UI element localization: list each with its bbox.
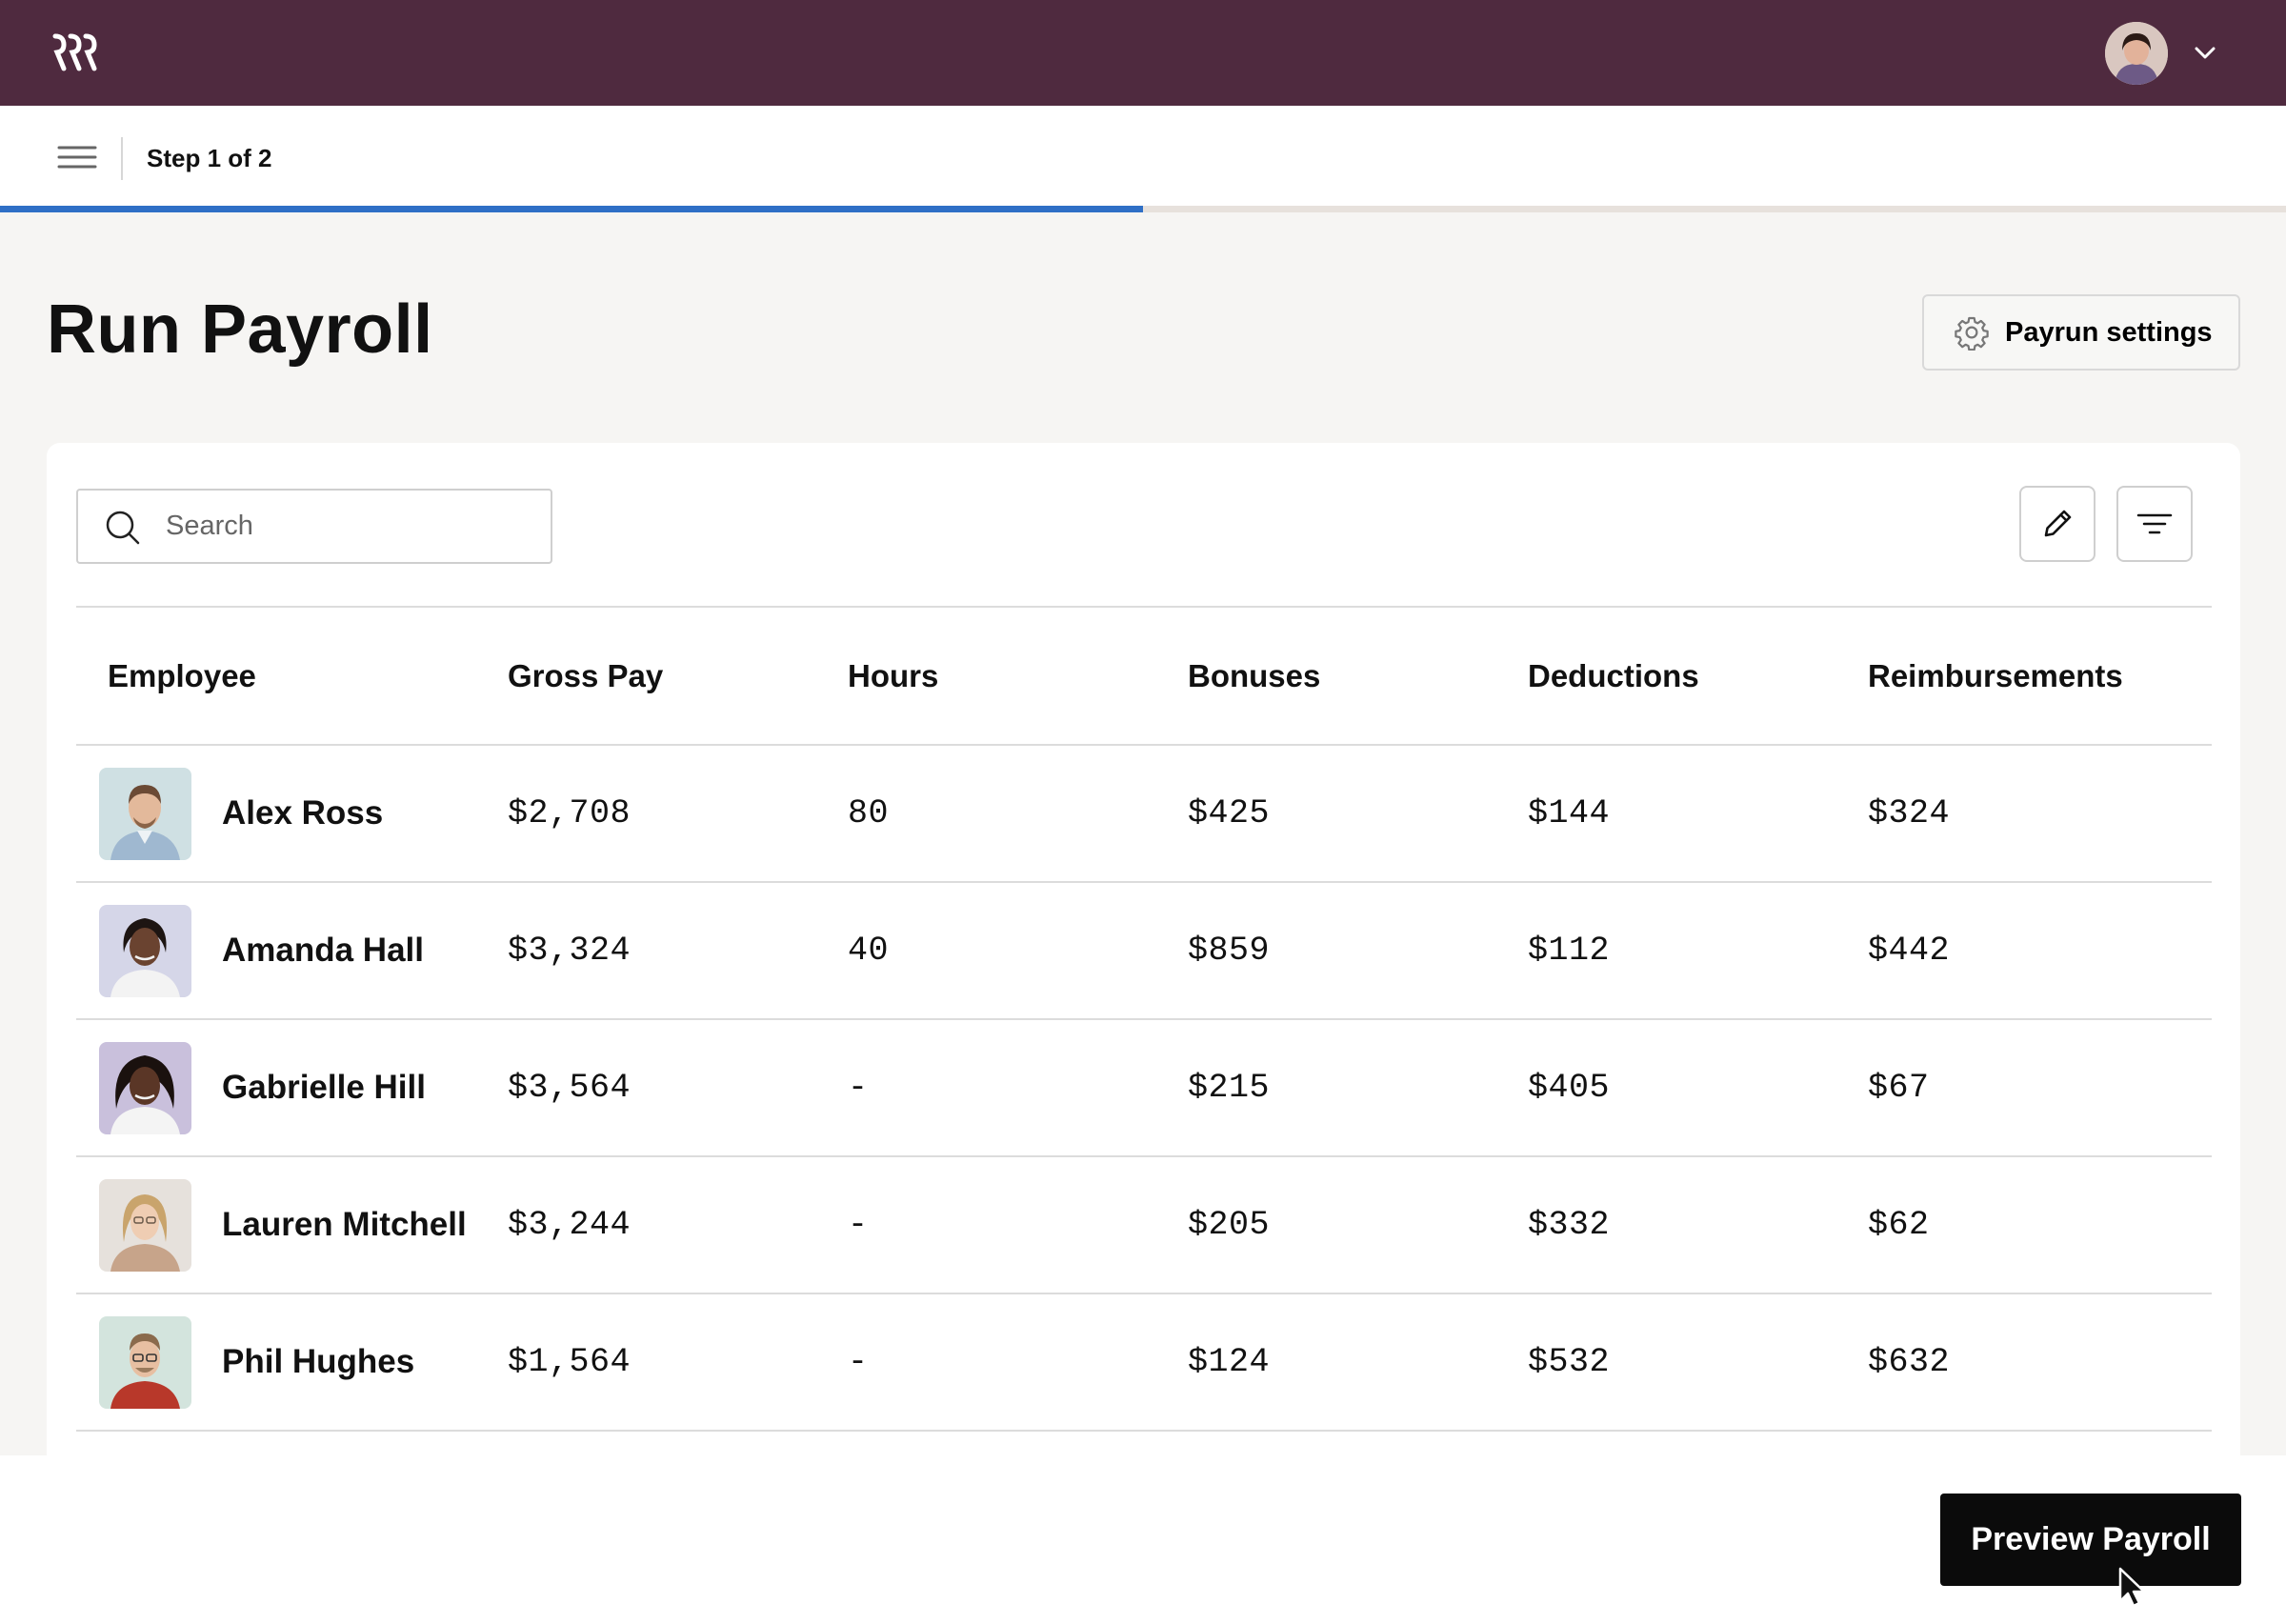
table-row[interactable]: Amanda Hall $3,324 40 $859 $112 $442 xyxy=(76,882,2212,1019)
deductions-cell: $332 xyxy=(1528,1206,1611,1244)
column-header-deductions[interactable]: Deductions xyxy=(1528,657,1699,693)
progress-bar-fill xyxy=(0,206,1143,212)
gross-pay-cell: $3,324 xyxy=(508,932,632,970)
payroll-card: Employee Gross Pay Hours Bonuses Deducti… xyxy=(47,443,2240,1624)
footer-bar: Preview Payroll xyxy=(0,1455,2286,1624)
gross-pay-cell: $1,564 xyxy=(508,1343,632,1381)
gross-pay-cell: $2,708 xyxy=(508,794,632,832)
deductions-cell: $405 xyxy=(1528,1069,1611,1107)
table-row[interactable]: Gabrielle Hill $3,564 - $215 $405 $67 xyxy=(76,1019,2212,1156)
hours-cell: 40 xyxy=(848,932,890,970)
column-header-gross-pay[interactable]: Gross Pay xyxy=(508,657,664,693)
hours-cell: - xyxy=(848,1206,869,1244)
gross-pay-cell: $3,564 xyxy=(508,1069,632,1107)
payroll-table: Employee Gross Pay Hours Bonuses Deducti… xyxy=(76,606,2212,1432)
top-navigation-bar xyxy=(0,0,2286,106)
employee-name[interactable]: Phil Hughes xyxy=(222,1343,415,1380)
employee-name[interactable]: Gabrielle Hill xyxy=(222,1069,426,1106)
reimbursements-cell: $324 xyxy=(1868,794,1951,832)
table-row[interactable]: Alex Ross $2,708 80 $425 $144 $324 xyxy=(76,745,2212,882)
bonuses-cell: $205 xyxy=(1188,1206,1271,1244)
hours-cell: - xyxy=(848,1343,869,1381)
search-icon xyxy=(106,511,140,545)
hamburger-menu-icon[interactable] xyxy=(53,138,101,176)
bonuses-cell: $859 xyxy=(1188,932,1271,970)
hours-cell: - xyxy=(848,1069,869,1107)
deductions-cell: $144 xyxy=(1528,794,1611,832)
step-header: Step 1 of 2 xyxy=(0,106,2286,206)
payrun-settings-label: Payrun settings xyxy=(2005,316,2213,348)
payrun-settings-button[interactable]: Payrun settings xyxy=(1922,294,2240,371)
gear-icon xyxy=(1955,316,1989,351)
employee-photo xyxy=(99,767,191,860)
bonuses-cell: $425 xyxy=(1188,794,1271,832)
table-row[interactable]: Phil Hughes $1,564 - $124 $532 $632 xyxy=(76,1293,2212,1431)
search-input[interactable] xyxy=(166,491,537,562)
pencil-icon xyxy=(2044,510,2072,537)
brand-logo-icon[interactable] xyxy=(50,31,102,73)
search-box[interactable] xyxy=(76,489,552,564)
edit-button[interactable] xyxy=(2019,486,2096,562)
reimbursements-cell: $442 xyxy=(1868,932,1951,970)
filter-button[interactable] xyxy=(2116,486,2193,562)
employee-name[interactable]: Amanda Hall xyxy=(222,932,424,969)
employee-photo xyxy=(99,1315,191,1409)
preview-payroll-button[interactable]: Preview Payroll xyxy=(1940,1494,2241,1586)
column-header-employee[interactable]: Employee xyxy=(108,657,256,693)
bonuses-cell: $215 xyxy=(1188,1069,1271,1107)
reimbursements-cell: $67 xyxy=(1868,1069,1930,1107)
employee-photo xyxy=(99,1178,191,1272)
page-title: Run Payroll xyxy=(47,291,433,368)
employee-photo xyxy=(99,904,191,997)
filter-icon xyxy=(2136,513,2173,534)
header-divider xyxy=(121,137,123,180)
employee-name[interactable]: Lauren Mitchell xyxy=(222,1206,467,1243)
chevron-down-icon[interactable] xyxy=(2194,43,2216,62)
hours-cell: 80 xyxy=(848,794,890,832)
column-header-hours[interactable]: Hours xyxy=(848,657,939,693)
deductions-cell: $532 xyxy=(1528,1343,1611,1381)
table-header-row: Employee Gross Pay Hours Bonuses Deducti… xyxy=(76,607,2212,745)
employee-photo xyxy=(99,1041,191,1134)
column-header-reimbursements[interactable]: Reimbursements xyxy=(1868,657,2123,693)
gross-pay-cell: $3,244 xyxy=(508,1206,632,1244)
table-row[interactable]: Lauren Mitchell $3,244 - $205 $332 $62 xyxy=(76,1156,2212,1293)
deductions-cell: $112 xyxy=(1528,932,1611,970)
user-avatar[interactable] xyxy=(2105,22,2168,85)
progress-bar xyxy=(0,206,2286,212)
employee-name[interactable]: Alex Ross xyxy=(222,794,384,832)
step-indicator: Step 1 of 2 xyxy=(147,144,272,172)
reimbursements-cell: $62 xyxy=(1868,1206,1930,1244)
bonuses-cell: $124 xyxy=(1188,1343,1271,1381)
reimbursements-cell: $632 xyxy=(1868,1343,1951,1381)
mouse-cursor-icon xyxy=(2118,1567,2146,1608)
column-header-bonuses[interactable]: Bonuses xyxy=(1188,657,1321,693)
